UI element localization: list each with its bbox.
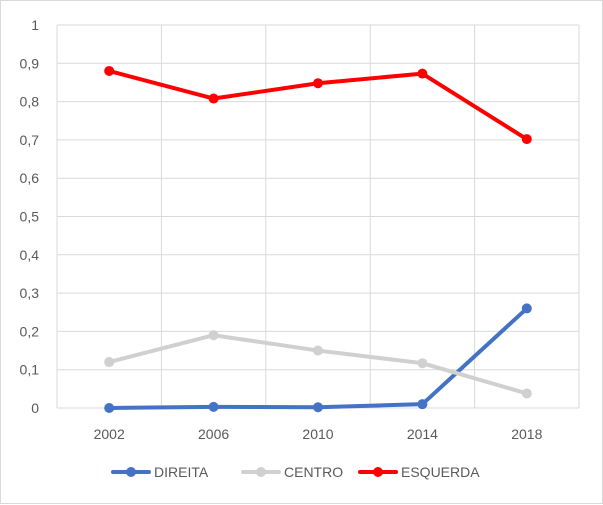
- legend-item: DIREITA: [111, 464, 209, 480]
- y-tick-label: 0,9: [20, 55, 40, 71]
- legend-swatch-marker: [126, 467, 136, 477]
- legend-label: CENTRO: [284, 464, 343, 480]
- x-tick-label: 2018: [511, 426, 542, 442]
- legend-swatch-marker: [256, 467, 266, 477]
- data-point: [208, 330, 219, 341]
- legend: DIREITA CENTRO ESQUERDA: [111, 464, 480, 480]
- data-point: [104, 403, 115, 413]
- data-point: [313, 78, 323, 89]
- data-point: [313, 345, 323, 356]
- data-point: [417, 358, 428, 369]
- y-tick-label: 0,1: [20, 362, 40, 378]
- y-tick-label: 0,8: [20, 94, 40, 110]
- series-direita: [104, 303, 532, 413]
- x-tick-label: 2006: [198, 426, 229, 442]
- data-point: [417, 399, 428, 410]
- x-axis-tick-labels: 2002 2006 2010 2014 2018: [94, 426, 543, 442]
- y-tick-label: 0,3: [20, 285, 40, 301]
- data-point: [521, 134, 532, 145]
- data-point: [313, 402, 323, 413]
- legend-label: ESQUERDA: [401, 464, 480, 480]
- y-tick-label: 0,7: [20, 132, 40, 148]
- data-point: [208, 401, 219, 412]
- data-point: [521, 303, 532, 314]
- data-point: [104, 357, 115, 368]
- y-tick-label: 0,6: [20, 170, 40, 186]
- series-centro: [104, 330, 532, 399]
- legend-item: CENTRO: [241, 464, 343, 480]
- y-tick-label: 0,5: [20, 209, 40, 225]
- legend-swatch-marker: [373, 467, 383, 477]
- y-axis-tick-labels: 0 0,1 0,2 0,3 0,4 0,5 0,6 0,7 0,8 0,9 1: [20, 17, 40, 416]
- y-tick-label: 0,2: [20, 323, 40, 339]
- series-line: [107, 306, 529, 410]
- y-tick-label: 1: [31, 17, 39, 33]
- y-tick-label: 0,4: [20, 247, 40, 263]
- x-tick-label: 2010: [302, 426, 333, 442]
- data-point: [417, 68, 428, 79]
- legend-item: ESQUERDA: [358, 464, 480, 480]
- legend-label: DIREITA: [154, 464, 209, 480]
- series-lines: [104, 65, 532, 413]
- data-point: [521, 388, 532, 399]
- x-tick-label: 2014: [407, 426, 438, 442]
- series-esquerda: [104, 65, 532, 145]
- x-tick-label: 2002: [94, 426, 125, 442]
- data-point: [104, 65, 115, 76]
- data-point: [208, 93, 219, 104]
- y-tick-label: 0: [31, 400, 39, 416]
